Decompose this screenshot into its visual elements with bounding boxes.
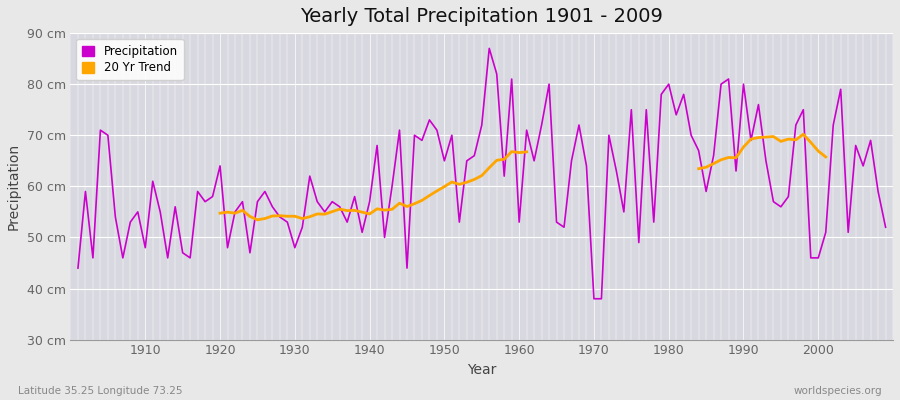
Text: Latitude 35.25 Longitude 73.25: Latitude 35.25 Longitude 73.25 (18, 386, 183, 396)
Text: worldspecies.org: worldspecies.org (794, 386, 882, 396)
X-axis label: Year: Year (467, 363, 497, 377)
Title: Yearly Total Precipitation 1901 - 2009: Yearly Total Precipitation 1901 - 2009 (301, 7, 663, 26)
Y-axis label: Precipitation: Precipitation (7, 143, 21, 230)
Legend: Precipitation, 20 Yr Trend: Precipitation, 20 Yr Trend (76, 39, 184, 80)
